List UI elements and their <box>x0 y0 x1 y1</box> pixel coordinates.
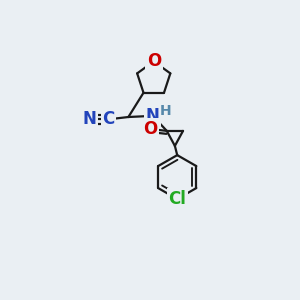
Text: H: H <box>160 104 171 118</box>
Text: N: N <box>82 110 97 128</box>
Text: N: N <box>146 107 160 125</box>
Text: C: C <box>103 110 115 128</box>
Text: O: O <box>143 120 157 138</box>
Text: O: O <box>147 52 161 70</box>
Text: Cl: Cl <box>168 190 186 208</box>
